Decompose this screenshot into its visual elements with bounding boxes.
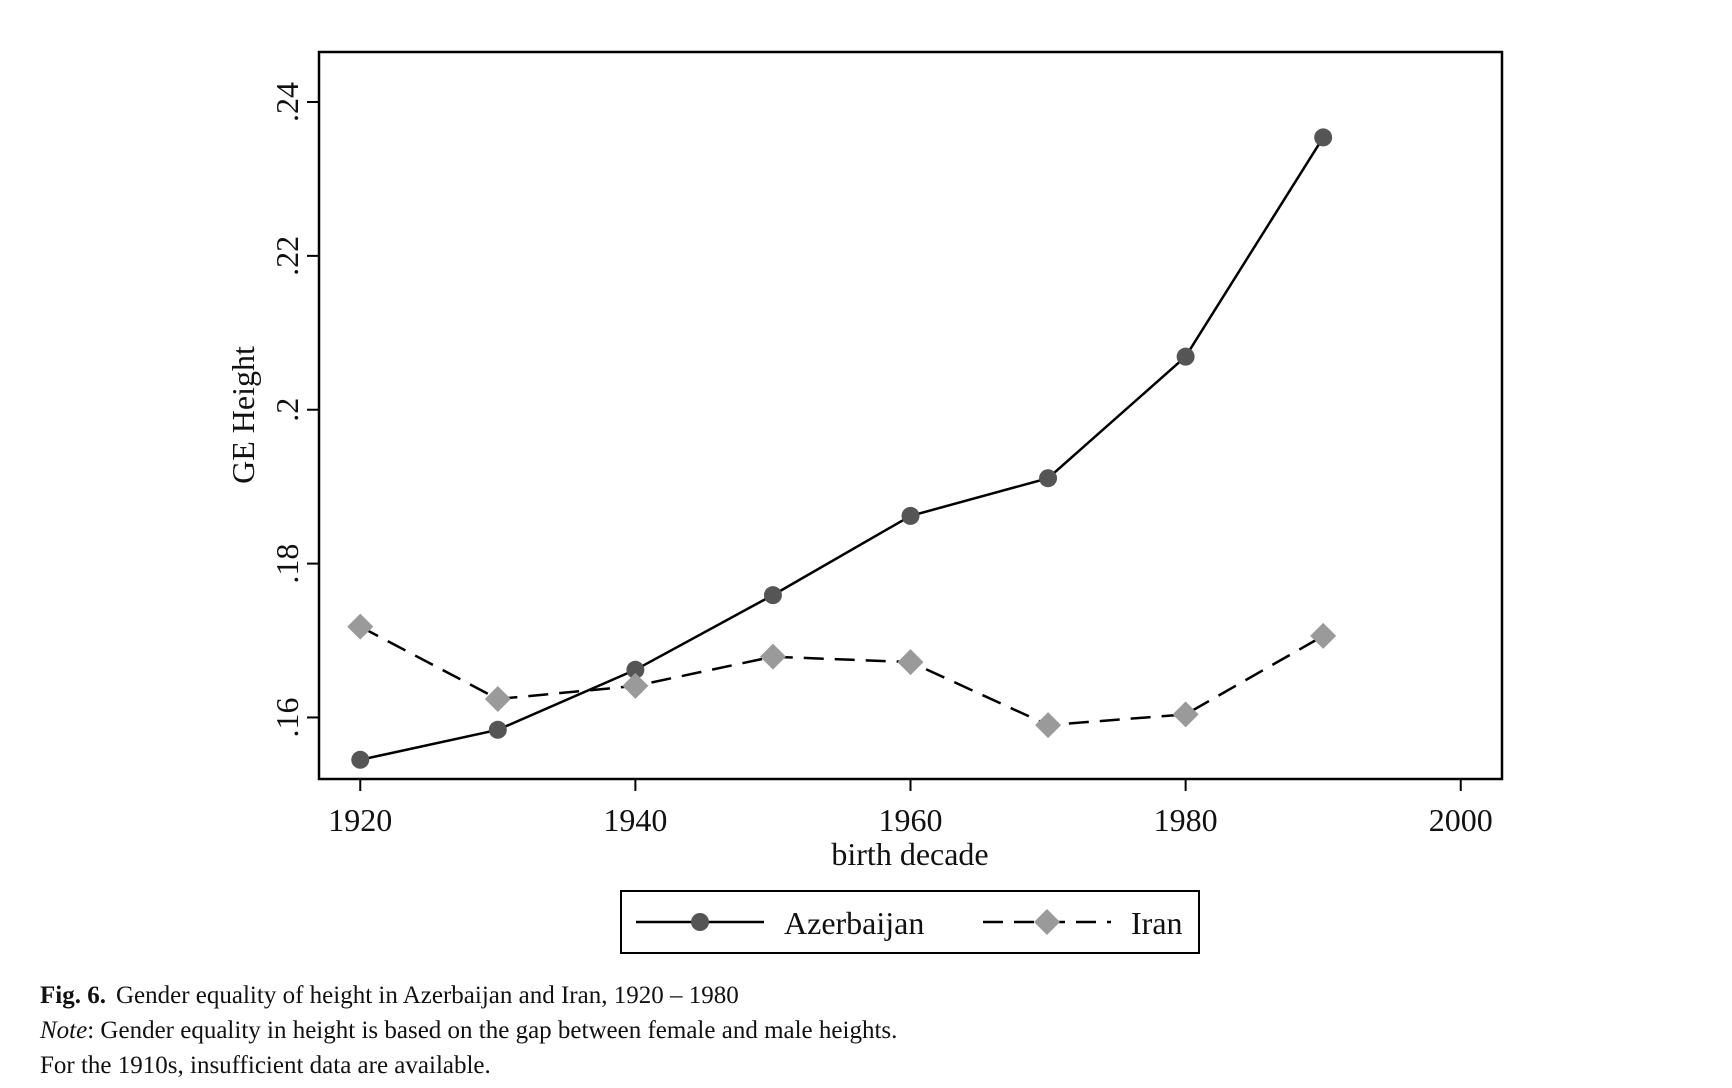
legend-box <box>620 890 1200 954</box>
caption-title-line: Fig. 6. Gender equality of height in Azer… <box>40 978 1690 1013</box>
note-label: Note <box>40 1017 88 1044</box>
data-point-azerbaijan <box>351 750 370 769</box>
data-point-azerbaijan <box>901 506 920 525</box>
y-axis-title: GE Height <box>225 346 261 484</box>
data-point-azerbaijan <box>626 660 645 679</box>
data-point-iran <box>759 643 786 670</box>
y-tick-label: .18 <box>269 544 305 584</box>
data-point-azerbaijan <box>1039 469 1058 488</box>
x-tick-label: 1980 <box>1154 802 1218 838</box>
y-tick-label: .24 <box>269 82 305 122</box>
legend-marker-iran <box>1034 909 1060 935</box>
y-tick-label: .16 <box>269 697 305 737</box>
line-chart: 1920 1940 1960 1980 2000 .16 .18 .2 .22 .24 birt… <box>225 50 1504 954</box>
x-tick-label: 1920 <box>328 802 392 838</box>
chart-area: 1920 1940 1960 1980 2000 .16 .18 .2 .22 .24 birt… <box>225 50 1504 954</box>
caption-note-line-2: For the 1910s, insufficient data are ava… <box>40 1052 491 1079</box>
legend-label-iran: Iran <box>1131 905 1183 941</box>
series-layer <box>347 128 1337 769</box>
note-text: : Gender equality in height is based on … <box>87 1017 898 1044</box>
x-tick-label: 1960 <box>879 802 943 838</box>
x-axis-title: birth decade <box>831 836 988 872</box>
y-tick-label: .2 <box>269 398 305 422</box>
x-tick-label: 1940 <box>603 802 667 838</box>
data-point-iran <box>484 685 511 712</box>
x-axis: 1920 1940 1960 1980 2000 <box>328 779 1493 838</box>
series-line-azerbaijan <box>360 136 1325 762</box>
data-point-iran <box>897 649 924 676</box>
caption-note-line: Note: Gender equality in height is based… <box>40 1013 1690 1048</box>
series-line-iran <box>359 625 1324 727</box>
x-tick-label: 2000 <box>1429 802 1493 838</box>
data-point-iran <box>1035 712 1062 739</box>
data-point-iran <box>622 672 649 699</box>
data-point-azerbaijan <box>1176 347 1195 366</box>
legend-marker-azerbaijan <box>691 913 709 931</box>
y-axis: .16 .18 .2 .22 .24 <box>269 82 319 737</box>
legend-label-azerbaijan: Azerbaijan <box>784 905 924 941</box>
data-point-azerbaijan <box>763 586 782 605</box>
data-point-iran <box>1172 701 1199 728</box>
figure-label: Fig. 6. <box>40 982 106 1009</box>
data-point-iran <box>347 613 374 640</box>
data-point-azerbaijan <box>488 720 507 739</box>
caption-title: Gender equality of height in Azerbaijan … <box>115 982 739 1009</box>
legend: Azerbaijan Iran <box>620 890 1200 954</box>
y-tick-label: .22 <box>269 236 305 276</box>
data-point-azerbaijan <box>1314 128 1333 147</box>
figure-caption: Fig. 6. Gender equality of height in Azer… <box>40 978 1690 1083</box>
data-point-iran <box>1310 622 1337 649</box>
